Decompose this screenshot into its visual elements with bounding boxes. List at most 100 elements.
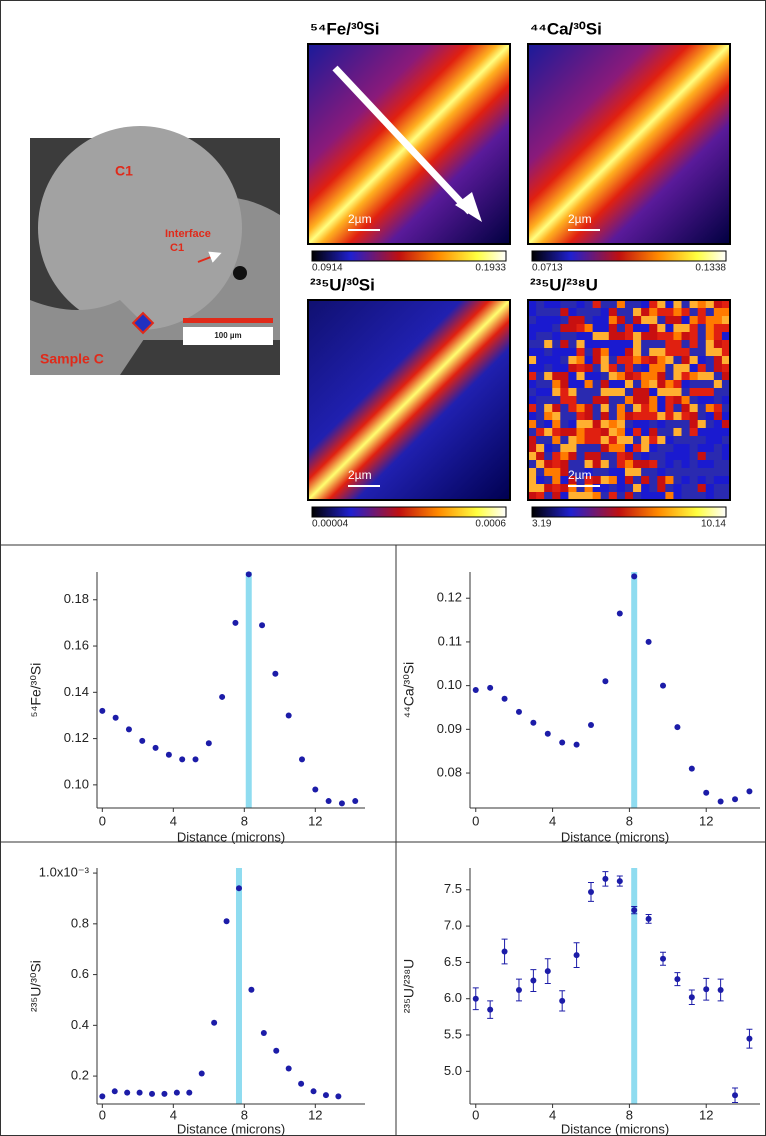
- map-pixel: [560, 484, 569, 493]
- map-pixel: [544, 372, 553, 381]
- map-pixel: [568, 428, 577, 437]
- scale-label: 100 µm: [214, 331, 241, 340]
- map-pixel: [600, 300, 610, 309]
- map-pixel: [681, 444, 691, 453]
- map-pixel: [560, 460, 569, 469]
- point: [573, 741, 580, 748]
- map-pixel: [633, 444, 642, 453]
- map-pixel: [576, 308, 586, 317]
- map-pixel: [528, 364, 537, 373]
- point: [544, 968, 551, 975]
- map-pixel: [592, 492, 602, 501]
- scale-label: 2µm: [568, 468, 592, 482]
- map-pixel: [681, 364, 691, 373]
- map-pixel: [681, 460, 691, 469]
- map-pixel: [544, 452, 553, 461]
- map-pixel: [689, 316, 699, 325]
- map-pixel: [705, 452, 715, 461]
- map-pixel: [592, 380, 602, 389]
- map-pixel: [536, 356, 545, 365]
- map-pixel: [576, 356, 586, 365]
- point: [205, 740, 212, 747]
- map-pixel: [681, 316, 691, 325]
- map-pixel: [568, 476, 577, 485]
- highlight-band: [245, 572, 252, 808]
- map-pixel: [560, 340, 569, 349]
- map-pixel: [560, 412, 569, 421]
- map-pixel: [705, 412, 715, 421]
- map-title: ²³⁵U/²³⁸U: [530, 275, 598, 294]
- map-pixel: [721, 468, 731, 477]
- sem-label: C1: [115, 163, 133, 179]
- map-pixel: [713, 396, 723, 405]
- map-pixel: [592, 316, 602, 325]
- map-pixel: [721, 380, 731, 389]
- map-pixel: [673, 492, 683, 501]
- map-pixel: [584, 396, 594, 405]
- map-pixel: [721, 340, 731, 349]
- map-pixel: [649, 372, 658, 381]
- map-pixel: [600, 372, 610, 381]
- map-pixel: [689, 492, 699, 501]
- map-pixel: [713, 404, 723, 413]
- point: [186, 1089, 193, 1096]
- map-pixel: [584, 420, 594, 429]
- map-pixel: [608, 492, 618, 501]
- map-pixel: [673, 460, 683, 469]
- map-image: [307, 299, 511, 501]
- y-tick-label: 0.10: [64, 776, 89, 791]
- point: [165, 751, 172, 758]
- point: [559, 997, 566, 1004]
- map-pixel: [705, 380, 715, 389]
- map-pixel: [689, 308, 699, 317]
- map-pixel: [576, 460, 586, 469]
- point: [335, 1093, 342, 1100]
- map-pixel: [681, 492, 691, 501]
- map-pixel: [657, 412, 666, 421]
- map-pixel: [544, 396, 553, 405]
- map-pixel: [713, 372, 723, 381]
- map-pixel: [689, 396, 699, 405]
- map-pixel: [592, 308, 602, 317]
- point: [674, 724, 681, 731]
- y-tick-label: 0.09: [437, 721, 462, 736]
- map-pixel: [721, 452, 731, 461]
- map-pixel: [576, 300, 586, 309]
- map-pixel: [584, 324, 594, 333]
- map-pixel: [600, 476, 610, 485]
- map-pixel: [705, 476, 715, 485]
- map-pixel: [584, 444, 594, 453]
- map-pixel: [705, 356, 715, 365]
- y-tick-label: 0.12: [64, 730, 89, 745]
- map-pixel: [544, 332, 553, 341]
- map-pixel: [633, 460, 642, 469]
- map-pixel: [536, 420, 545, 429]
- map-pixel: [528, 476, 537, 485]
- map-pixel: [665, 372, 674, 381]
- y-tick-label: 6.0: [444, 990, 462, 1005]
- map-pixel: [576, 468, 586, 477]
- map-pixel: [657, 308, 666, 317]
- map-pixel: [600, 412, 610, 421]
- map-pixel: [713, 348, 723, 357]
- map-pixel: [673, 388, 683, 397]
- scale-label: 2µm: [568, 212, 592, 226]
- map-pixel: [560, 428, 569, 437]
- map-pixel: [641, 332, 650, 341]
- map-pixel: [560, 356, 569, 365]
- map-pixel: [560, 316, 569, 325]
- map-pixel: [624, 436, 634, 445]
- map-title: ²³⁵U/³⁰Si: [310, 275, 375, 294]
- map-pixel: [697, 340, 707, 349]
- map-pixel: [641, 476, 650, 485]
- map-pixel: [624, 348, 634, 357]
- map-pixel: [721, 300, 731, 309]
- map-pixel: [697, 372, 707, 381]
- map-pixel: [624, 324, 634, 333]
- point: [192, 756, 199, 763]
- map-pixel: [633, 380, 642, 389]
- map-pixel: [649, 356, 658, 365]
- map-pixel: [616, 404, 626, 413]
- map-pixel: [536, 484, 545, 493]
- colorbar-max: 10.14: [701, 519, 726, 530]
